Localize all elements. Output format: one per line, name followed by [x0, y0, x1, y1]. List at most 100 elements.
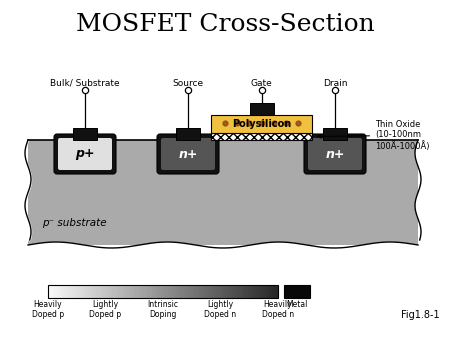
Bar — [230, 285, 233, 298]
Bar — [138, 285, 140, 298]
Bar — [188, 285, 191, 298]
Bar — [269, 285, 272, 298]
Text: Gate: Gate — [251, 79, 272, 88]
Bar — [142, 285, 145, 298]
Bar — [163, 285, 166, 298]
Bar — [274, 285, 276, 298]
Bar — [264, 285, 267, 298]
Bar — [119, 285, 122, 298]
Text: p+: p+ — [75, 147, 95, 161]
FancyBboxPatch shape — [304, 134, 366, 174]
Text: Source: Source — [172, 79, 203, 88]
Text: Heavily
Doped p: Heavily Doped p — [32, 300, 64, 319]
Text: n+: n+ — [325, 147, 345, 161]
Bar — [204, 285, 207, 298]
Bar — [225, 285, 228, 298]
Text: Polysilicon: Polysilicon — [232, 119, 291, 129]
Bar — [50, 285, 53, 298]
Bar — [257, 285, 260, 298]
Text: Metal: Metal — [286, 300, 308, 309]
Bar — [133, 285, 136, 298]
Bar — [87, 285, 90, 298]
Bar — [92, 285, 94, 298]
Bar — [323, 128, 347, 140]
Bar — [165, 285, 168, 298]
Bar — [253, 285, 256, 298]
Bar — [223, 285, 225, 298]
Bar — [237, 285, 239, 298]
Bar — [167, 285, 171, 298]
Bar — [246, 285, 248, 298]
Bar — [117, 285, 120, 298]
Bar — [149, 285, 152, 298]
Bar — [101, 285, 104, 298]
Bar — [243, 285, 246, 298]
Bar — [198, 285, 200, 298]
Bar — [271, 285, 274, 298]
FancyBboxPatch shape — [54, 134, 116, 174]
Bar — [202, 285, 205, 298]
Text: MOSFET Cross-Section: MOSFET Cross-Section — [76, 13, 374, 36]
Bar — [227, 285, 230, 298]
Bar — [105, 285, 108, 298]
Bar — [161, 285, 163, 298]
Bar — [82, 285, 86, 298]
Bar — [90, 285, 92, 298]
Bar — [239, 285, 242, 298]
Bar — [53, 285, 55, 298]
Bar — [255, 285, 258, 298]
Bar — [67, 285, 69, 298]
Bar — [147, 285, 150, 298]
Bar — [131, 285, 134, 298]
Bar — [140, 285, 143, 298]
Bar — [191, 285, 193, 298]
Bar — [156, 285, 159, 298]
Bar — [103, 285, 106, 298]
Text: p⁻ substrate: p⁻ substrate — [42, 218, 107, 228]
Bar — [249, 103, 274, 115]
Bar — [73, 128, 97, 140]
Bar — [179, 285, 182, 298]
Bar — [200, 285, 202, 298]
Bar — [186, 285, 189, 298]
Bar — [76, 285, 78, 298]
Bar — [266, 285, 269, 298]
Bar — [110, 285, 113, 298]
Text: n+: n+ — [178, 147, 198, 161]
Bar — [99, 285, 101, 298]
Bar — [28, 140, 418, 245]
FancyBboxPatch shape — [161, 138, 215, 170]
Bar — [184, 285, 186, 298]
Bar — [129, 285, 131, 298]
Bar — [209, 285, 212, 298]
Bar — [175, 285, 177, 298]
Bar — [284, 285, 310, 298]
Bar — [176, 128, 200, 140]
Bar — [112, 285, 115, 298]
Bar — [96, 285, 99, 298]
Bar — [69, 285, 72, 298]
Bar — [48, 285, 51, 298]
Bar — [126, 285, 129, 298]
Bar — [122, 285, 124, 298]
Bar — [207, 285, 210, 298]
Bar — [124, 285, 127, 298]
Bar — [94, 285, 97, 298]
Bar — [218, 285, 221, 298]
Bar — [211, 133, 312, 140]
Bar — [220, 285, 223, 298]
Bar — [115, 285, 117, 298]
Bar — [195, 285, 198, 298]
Text: Fig1.8-1: Fig1.8-1 — [401, 310, 440, 320]
Text: Intrinsic
Doping: Intrinsic Doping — [148, 300, 179, 319]
Bar — [144, 285, 148, 298]
Bar — [57, 285, 60, 298]
Bar — [80, 285, 83, 298]
Bar — [248, 285, 251, 298]
Bar — [216, 285, 219, 298]
Bar — [135, 285, 138, 298]
Bar — [177, 285, 180, 298]
Bar — [73, 285, 76, 298]
Bar — [276, 285, 279, 298]
Bar — [154, 285, 157, 298]
